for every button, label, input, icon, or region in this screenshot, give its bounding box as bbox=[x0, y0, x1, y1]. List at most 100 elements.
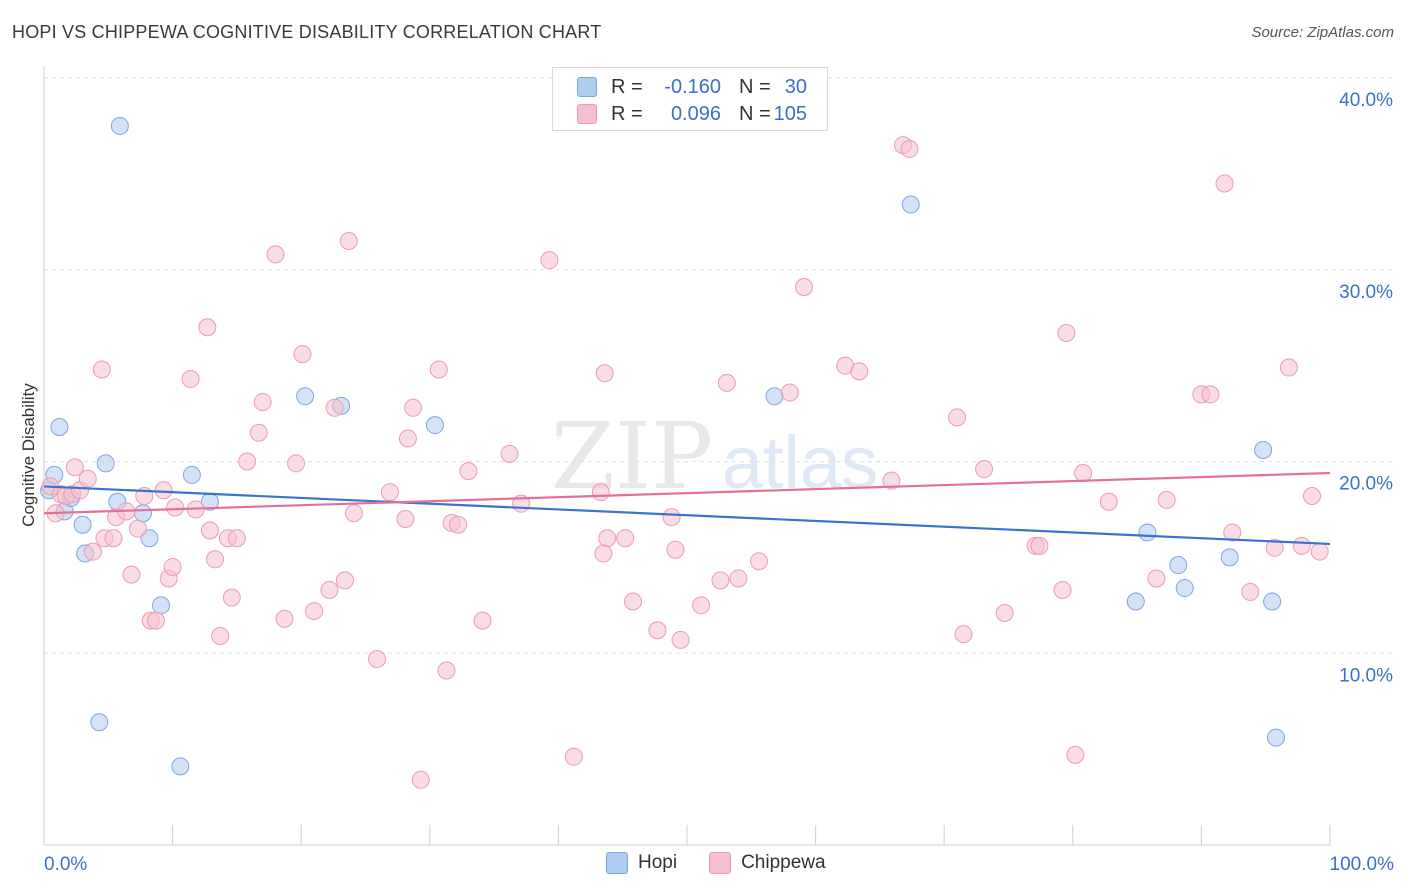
hopi-point bbox=[1263, 592, 1282, 611]
chippewa-point bbox=[616, 529, 635, 548]
hopi-point bbox=[765, 387, 784, 406]
y-tick-label: 20.0% bbox=[1339, 474, 1393, 495]
x-tick-label: 0.0% bbox=[44, 854, 87, 875]
chippewa-point bbox=[1279, 358, 1298, 377]
gridlines bbox=[44, 77, 1392, 654]
r-label: R = bbox=[611, 75, 643, 98]
chippewa-point bbox=[293, 345, 312, 364]
hopi-point bbox=[425, 416, 444, 435]
chippewa-point bbox=[850, 362, 869, 381]
chippewa-point bbox=[1201, 385, 1220, 404]
chippewa-point bbox=[253, 393, 272, 412]
hopi-point bbox=[90, 713, 109, 732]
chippewa-point bbox=[1157, 490, 1176, 509]
chippewa-point bbox=[146, 611, 165, 630]
hopi-point bbox=[152, 596, 171, 615]
chippewa-point bbox=[1302, 487, 1321, 506]
chippewa-point bbox=[335, 571, 354, 590]
y-axis-title: Cognitive Disability bbox=[19, 383, 38, 527]
chippewa-point bbox=[1053, 580, 1072, 599]
series-legend: Hopi Chippewa bbox=[606, 852, 858, 874]
chippewa-point bbox=[78, 469, 97, 488]
chippewa-point bbox=[122, 565, 141, 584]
legend-item-hopi: Hopi bbox=[606, 852, 677, 874]
hopi-point bbox=[73, 515, 92, 534]
chippewa-point bbox=[92, 360, 111, 379]
chippewa-point bbox=[238, 452, 257, 471]
correlation-legend: R = -0.160 N = 30 R = 0.096 N = 105 bbox=[552, 67, 828, 131]
x-tick-label: 100.0% bbox=[1330, 854, 1395, 875]
chippewa-point bbox=[287, 454, 306, 473]
chippewa-swatch bbox=[577, 104, 597, 124]
hopi-point bbox=[110, 116, 129, 135]
chippewa-point bbox=[249, 423, 268, 442]
hopi-point bbox=[296, 387, 315, 406]
chippewa-point bbox=[325, 398, 344, 417]
chippewa-point bbox=[1265, 538, 1284, 557]
chippewa-point bbox=[692, 596, 711, 615]
chippewa-point bbox=[595, 364, 614, 383]
chippewa-point bbox=[1215, 174, 1234, 193]
chippewa-label: Chippewa bbox=[741, 852, 826, 873]
chippewa-point bbox=[198, 318, 217, 337]
chippewa-point bbox=[368, 650, 387, 669]
chippewa-point bbox=[459, 462, 478, 481]
hopi-point bbox=[901, 195, 920, 214]
chippewa-point bbox=[65, 458, 84, 477]
chippewa-points bbox=[41, 136, 1329, 789]
chippewa-point bbox=[623, 592, 642, 611]
chippewa-point bbox=[380, 483, 399, 502]
chippewa-point bbox=[1030, 536, 1049, 555]
chippewa-point bbox=[206, 550, 225, 569]
chippewa-point bbox=[154, 481, 173, 500]
chippewa-point bbox=[200, 521, 219, 540]
chippewa-point bbox=[729, 569, 748, 588]
hopi-point bbox=[50, 417, 69, 436]
axes bbox=[43, 66, 1331, 846]
chippewa-point bbox=[1074, 464, 1093, 483]
chippewa-point bbox=[1310, 542, 1329, 561]
hopi-trend-line bbox=[43, 485, 1331, 546]
chippewa-point bbox=[1099, 492, 1118, 511]
chippewa-point bbox=[181, 370, 200, 389]
hopi-point bbox=[1126, 592, 1145, 611]
chippewa-point bbox=[780, 383, 799, 402]
hopi-point bbox=[182, 465, 201, 484]
chippewa-point bbox=[666, 540, 685, 559]
hopi-swatch bbox=[577, 77, 597, 97]
chippewa-point bbox=[396, 510, 415, 529]
chippewa-point bbox=[975, 460, 994, 479]
chippewa-point bbox=[227, 529, 246, 548]
chippewa-point bbox=[473, 611, 492, 630]
chippewa-point bbox=[166, 498, 185, 517]
chippewa-point bbox=[1066, 745, 1085, 764]
chippewa-point bbox=[449, 515, 468, 534]
y-tick-label: 40.0% bbox=[1339, 90, 1393, 111]
chippewa-swatch bbox=[709, 852, 732, 874]
y-tick-label: 10.0% bbox=[1339, 665, 1393, 686]
hopi-point bbox=[1138, 523, 1157, 542]
chippewa-point bbox=[1223, 523, 1242, 542]
hopi-point bbox=[1220, 548, 1239, 567]
chippewa-point bbox=[500, 444, 519, 463]
chippewa-point bbox=[795, 278, 814, 297]
chippewa-point bbox=[211, 626, 230, 645]
chippewa-point bbox=[222, 588, 241, 607]
chippewa-point bbox=[339, 231, 358, 250]
chippewa-point bbox=[882, 471, 901, 490]
chippewa-point bbox=[900, 139, 919, 158]
chippewa-point bbox=[1057, 324, 1076, 343]
chippewa-point bbox=[344, 504, 363, 523]
chippewa-point bbox=[750, 552, 769, 571]
chippewa-point bbox=[995, 603, 1014, 622]
chippewa-point bbox=[1292, 536, 1311, 555]
hopi-point bbox=[171, 757, 190, 776]
chippewa-point bbox=[662, 508, 681, 527]
r-value: 0.096 bbox=[670, 102, 721, 125]
hopi-point bbox=[1254, 440, 1273, 459]
chippewa-point bbox=[266, 245, 285, 264]
hopi-point bbox=[96, 454, 115, 473]
chippewa-point bbox=[540, 251, 559, 270]
trend-lines bbox=[43, 471, 1331, 546]
chippewa-point bbox=[404, 398, 423, 417]
